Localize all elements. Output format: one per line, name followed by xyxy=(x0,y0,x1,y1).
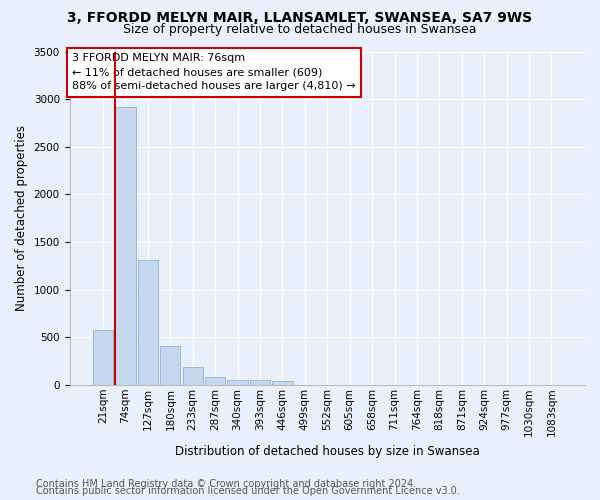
Bar xyxy=(138,260,158,385)
Text: Contains public sector information licensed under the Open Government Licence v3: Contains public sector information licen… xyxy=(36,486,460,496)
Y-axis label: Number of detached properties: Number of detached properties xyxy=(15,125,28,311)
Text: 3, FFORDD MELYN MAIR, LLANSAMLET, SWANSEA, SA7 9WS: 3, FFORDD MELYN MAIR, LLANSAMLET, SWANSE… xyxy=(67,11,533,25)
Bar xyxy=(250,380,270,385)
Bar xyxy=(227,380,248,385)
Text: 3 FFORDD MELYN MAIR: 76sqm
← 11% of detached houses are smaller (609)
88% of sem: 3 FFORDD MELYN MAIR: 76sqm ← 11% of deta… xyxy=(72,53,356,91)
Text: Contains HM Land Registry data © Crown copyright and database right 2024.: Contains HM Land Registry data © Crown c… xyxy=(36,479,416,489)
Bar xyxy=(160,346,181,385)
Bar xyxy=(182,367,203,385)
Bar xyxy=(272,381,293,385)
Bar xyxy=(205,377,225,385)
Bar xyxy=(115,106,136,385)
X-axis label: Distribution of detached houses by size in Swansea: Distribution of detached houses by size … xyxy=(175,444,479,458)
Bar xyxy=(93,330,113,385)
Text: Size of property relative to detached houses in Swansea: Size of property relative to detached ho… xyxy=(123,22,477,36)
